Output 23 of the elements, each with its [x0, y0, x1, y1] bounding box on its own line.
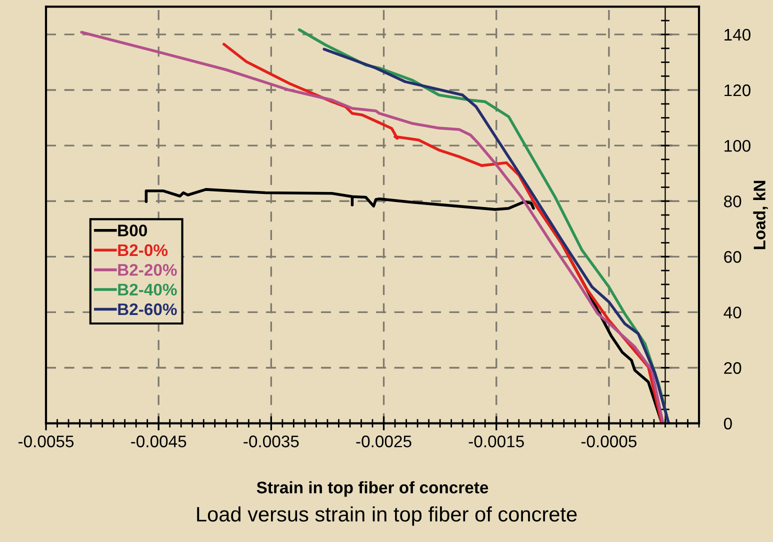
x-axis-title: Strain in top fiber of concrete: [256, 481, 488, 497]
legend-label: B2-20%: [118, 264, 177, 276]
y-tick-label: 100: [724, 140, 750, 152]
legend-label: B2-0%: [118, 244, 168, 256]
y-tick-label: 0: [724, 418, 732, 430]
y-tick-label: 20: [724, 362, 742, 374]
legend-label: B00: [118, 224, 147, 236]
y-tick-label: 80: [724, 196, 742, 208]
x-tick-label: -0.0025: [356, 436, 412, 448]
x-tick-label: -0.0015: [468, 436, 524, 448]
y-axis-title: Load, kN: [753, 180, 768, 250]
text: Load versus strain in top fiber of concrete: [197, 506, 577, 526]
line-series: [80, 30, 664, 424]
y-tick-label: 140: [724, 28, 750, 41]
x-tick-label: -0.0035: [244, 436, 299, 448]
y-tick-label: 60: [724, 251, 742, 263]
y-tick-label: 40: [724, 306, 742, 318]
x-tick-label: -0.0005: [581, 436, 636, 448]
legend-label: B2-40%: [118, 284, 177, 296]
x-tick-label: -0.0055: [18, 436, 74, 448]
x-tick-label: -0.0045: [131, 436, 186, 448]
y-tick-label: 120: [724, 84, 750, 96]
legend-label: B2-60%: [118, 303, 177, 316]
